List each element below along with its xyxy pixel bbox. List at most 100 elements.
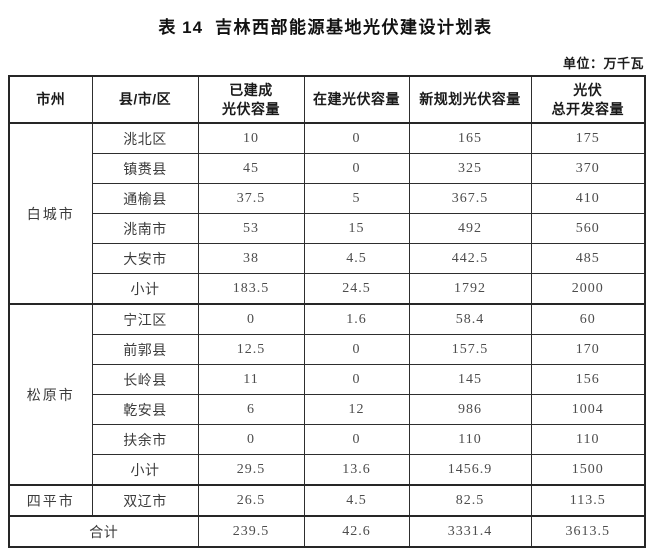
- table-row: 扶余市 0 0 110 110: [9, 424, 646, 455]
- city-cell: 松原市: [8, 303, 93, 486]
- total-cell: 156: [530, 364, 646, 395]
- built-cell: 38: [197, 243, 305, 274]
- table-row: 大安市 38 4.5 442.5 485: [9, 243, 646, 274]
- under-cell: 0: [303, 424, 410, 455]
- total-cell: 560: [530, 213, 646, 244]
- header-row: 市州 县/市/区 已建成 光伏容量 在建光伏容量 新规划光伏容量 光伏 总开发容…: [8, 75, 646, 124]
- county-cell: 大安市: [91, 243, 199, 274]
- table-row: 通榆县 37.5 5 367.5 410: [9, 183, 646, 214]
- total-cell: 1004: [530, 394, 646, 425]
- total-cell: 175: [530, 122, 646, 154]
- built-cell: 53: [197, 213, 305, 244]
- built-cell: 6: [197, 394, 305, 425]
- total-cell: 3613.5: [530, 515, 646, 548]
- table-number: 表 14: [158, 18, 204, 37]
- city-cell: 白城市: [8, 122, 93, 305]
- built-cell: 239.5: [197, 515, 305, 548]
- county-cell: 长岭县: [91, 364, 199, 395]
- county-cell: 宁江区: [91, 303, 199, 335]
- table-title-text: 吉林西部能源基地光伏建设计划表: [215, 18, 493, 37]
- planned-cell: 492: [408, 213, 532, 244]
- built-cell: 29.5: [197, 454, 305, 486]
- total-cell: 485: [530, 243, 646, 274]
- page-title: 表 14 吉林西部能源基地光伏建设计划表: [0, 0, 651, 38]
- built-cell: 12.5: [197, 334, 305, 365]
- city-cell: 四平市: [8, 484, 93, 517]
- planned-cell: 442.5: [408, 243, 532, 274]
- planned-cell: 82.5: [408, 484, 532, 517]
- county-cell: 扶余市: [91, 424, 199, 455]
- header-city: 市州: [8, 75, 93, 124]
- planned-cell: 3331.4: [408, 515, 532, 548]
- total-cell: 110: [530, 424, 646, 455]
- table-row: 洮南市 53 15 492 560: [9, 213, 646, 244]
- grand-total-row: 合计 239.5 42.6 3331.4 3613.5: [8, 515, 646, 548]
- under-cell: 24.5: [303, 273, 410, 305]
- under-cell: 13.6: [303, 454, 410, 486]
- subtotal-row: 小计 29.5 13.6 1456.9 1500: [9, 454, 646, 486]
- county-cell: 通榆县: [91, 183, 199, 214]
- under-cell: 15: [303, 213, 410, 244]
- grand-total-label: 合计: [8, 515, 199, 548]
- built-cell: 26.5: [197, 484, 305, 517]
- header-new-planned: 新规划光伏容量: [408, 75, 532, 124]
- county-cell: 前郭县: [91, 334, 199, 365]
- built-cell: 45: [197, 153, 305, 184]
- table-row: 前郭县 12.5 0 157.5 170: [9, 334, 646, 365]
- under-cell: 4.5: [303, 243, 410, 274]
- header-total: 光伏 总开发容量: [530, 75, 646, 124]
- under-cell: 1.6: [303, 303, 410, 335]
- under-cell: 0: [303, 364, 410, 395]
- table-row: 乾安县 6 12 986 1004: [9, 394, 646, 425]
- county-cell: 镇赉县: [91, 153, 199, 184]
- unit-label: 单位：万千瓦: [562, 56, 644, 71]
- subtotal-row: 小计 183.5 24.5 1792 2000: [9, 273, 646, 305]
- built-cell: 10: [197, 122, 305, 154]
- header-under-construction: 在建光伏容量: [303, 75, 410, 124]
- total-cell: 170: [530, 334, 646, 365]
- under-cell: 42.6: [303, 515, 410, 548]
- planned-cell: 145: [408, 364, 532, 395]
- total-cell: 410: [530, 183, 646, 214]
- table-row: 四平市 双辽市 26.5 4.5 82.5 113.5: [8, 484, 646, 517]
- table-row: 镇赉县 45 0 325 370: [9, 153, 646, 184]
- planned-cell: 325: [408, 153, 532, 184]
- planned-cell: 58.4: [408, 303, 532, 335]
- county-cell: 洮北区: [91, 122, 199, 154]
- planned-cell: 367.5: [408, 183, 532, 214]
- county-cell: 洮南市: [91, 213, 199, 244]
- under-cell: 0: [303, 153, 410, 184]
- header-county: 县/市/区: [91, 75, 199, 124]
- planned-cell: 110: [408, 424, 532, 455]
- planned-cell: 1792: [408, 273, 532, 305]
- under-cell: 12: [303, 394, 410, 425]
- total-cell: 370: [530, 153, 646, 184]
- planned-cell: 157.5: [408, 334, 532, 365]
- built-cell: 37.5: [197, 183, 305, 214]
- county-cell: 双辽市: [91, 484, 199, 517]
- under-cell: 4.5: [303, 484, 410, 517]
- header-built: 已建成 光伏容量: [197, 75, 305, 124]
- county-cell: 小计: [91, 273, 199, 305]
- built-cell: 11: [197, 364, 305, 395]
- pv-plan-table: 市州 县/市/区 已建成 光伏容量 在建光伏容量 新规划光伏容量 光伏 总开发容…: [8, 75, 646, 548]
- under-cell: 0: [303, 334, 410, 365]
- total-cell: 60: [530, 303, 646, 335]
- planned-cell: 986: [408, 394, 532, 425]
- total-cell: 113.5: [530, 484, 646, 517]
- table-row: 白城市 洮北区 10 0 165 175: [8, 122, 646, 305]
- planned-cell: 1456.9: [408, 454, 532, 486]
- built-cell: 0: [197, 303, 305, 335]
- under-cell: 5: [303, 183, 410, 214]
- planned-cell: 165: [408, 122, 532, 154]
- built-cell: 0: [197, 424, 305, 455]
- county-cell: 乾安县: [91, 394, 199, 425]
- under-cell: 0: [303, 122, 410, 154]
- table-row: 松原市 宁江区 0 1.6 58.4 60: [8, 303, 646, 486]
- county-cell: 小计: [91, 454, 199, 486]
- total-cell: 1500: [530, 454, 646, 486]
- built-cell: 183.5: [197, 273, 305, 305]
- total-cell: 2000: [530, 273, 646, 305]
- table-row: 长岭县 11 0 145 156: [9, 364, 646, 395]
